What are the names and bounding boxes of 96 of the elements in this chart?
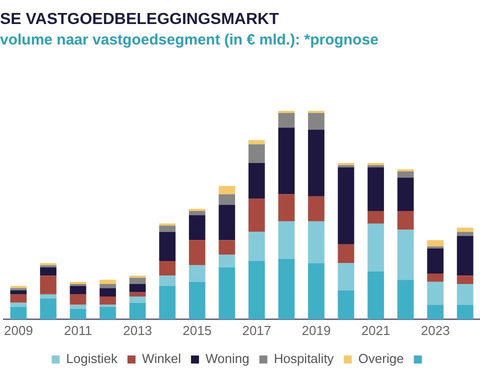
bar: [218, 186, 236, 194]
bar: [427, 304, 444, 320]
legend-label: Woning: [205, 351, 250, 366]
bar: [10, 290, 27, 294]
bar: [456, 232, 474, 236]
bar: [427, 282, 444, 305]
bar: [129, 278, 146, 284]
bar: [397, 230, 414, 280]
bar: [100, 280, 116, 284]
bar: [129, 284, 146, 292]
bar: [308, 196, 324, 222]
bar: [368, 271, 384, 320]
bar: [338, 244, 354, 264]
x-tick-label: 2015: [182, 322, 212, 338]
bar: [456, 276, 474, 284]
bar: [308, 263, 324, 320]
bar: [338, 290, 354, 320]
bar: [159, 226, 176, 232]
bar: [100, 306, 116, 320]
bar: [338, 167, 354, 244]
bar: [397, 280, 414, 320]
bar: [70, 294, 86, 305]
bar: [100, 284, 116, 288]
legend-label: Hospitality: [274, 351, 334, 366]
bar: [248, 140, 265, 144]
bar: [129, 296, 146, 303]
x-tick-label: 2009: [4, 322, 33, 338]
bar: [218, 267, 236, 320]
bar: [278, 128, 295, 194]
legend-label: Overige: [358, 351, 404, 366]
bar: [248, 232, 265, 262]
bar: [397, 210, 414, 230]
bar: [427, 274, 444, 282]
bar: [188, 282, 206, 320]
bar: [188, 265, 206, 282]
bar: [188, 215, 206, 240]
bar: [100, 296, 116, 305]
bar: [10, 302, 27, 307]
bar: [397, 171, 414, 178]
bar: [427, 248, 444, 274]
bar: [368, 167, 384, 211]
bar: [129, 302, 146, 320]
bar: [368, 223, 384, 272]
bar: [159, 286, 176, 320]
x-tick-label: 2021: [361, 322, 390, 338]
bar: [70, 284, 86, 286]
bar: [10, 306, 27, 320]
bar: [10, 294, 27, 303]
bar: [308, 112, 324, 130]
bar: [40, 298, 56, 320]
bar: [100, 288, 116, 296]
bar: [188, 210, 206, 216]
bar: [456, 304, 474, 320]
x-tick-label: 2013: [123, 322, 152, 338]
bar: [218, 194, 236, 205]
bar: [427, 240, 444, 246]
chart-subtitle: volume naar vastgoedsegment (in € mld.): *prognose: [0, 31, 378, 48]
bar: [218, 204, 236, 240]
bar: [40, 294, 56, 299]
bar: [70, 304, 86, 309]
bar: [248, 144, 265, 164]
bar: [248, 198, 265, 232]
bar: [456, 236, 474, 276]
legend-label: Logistiek: [66, 351, 118, 366]
bar: [278, 258, 295, 320]
legend-label: Winkel: [142, 351, 182, 366]
bar: [70, 308, 86, 320]
bar: [278, 221, 295, 259]
x-tick-label: 2019: [302, 322, 331, 338]
bar: [278, 112, 295, 128]
x-tick-label: 2017: [242, 322, 272, 338]
bar: [368, 210, 384, 224]
bar: [129, 292, 146, 296]
bar: [40, 267, 56, 276]
bar: [40, 276, 56, 294]
bar: [159, 261, 176, 276]
bar: [278, 194, 295, 222]
bar: [218, 254, 236, 268]
x-tick-label: 2011: [64, 322, 92, 338]
bar: [159, 232, 176, 262]
chart-title: SE VASTGOEDBELEGGINGSMARKT: [0, 11, 280, 28]
bar: [308, 221, 324, 264]
bar: [308, 130, 324, 196]
bar: [456, 228, 474, 232]
bar: [70, 286, 86, 294]
bar: [427, 246, 444, 249]
bar: [248, 163, 265, 198]
x-tick-label: 2023: [420, 322, 450, 338]
bar: [338, 263, 354, 290]
bar: [456, 284, 474, 305]
bar: [159, 223, 176, 226]
bar: [188, 240, 206, 266]
bar: [397, 178, 414, 211]
bar: [248, 261, 265, 320]
bar: [218, 240, 236, 255]
bar: [159, 276, 176, 286]
